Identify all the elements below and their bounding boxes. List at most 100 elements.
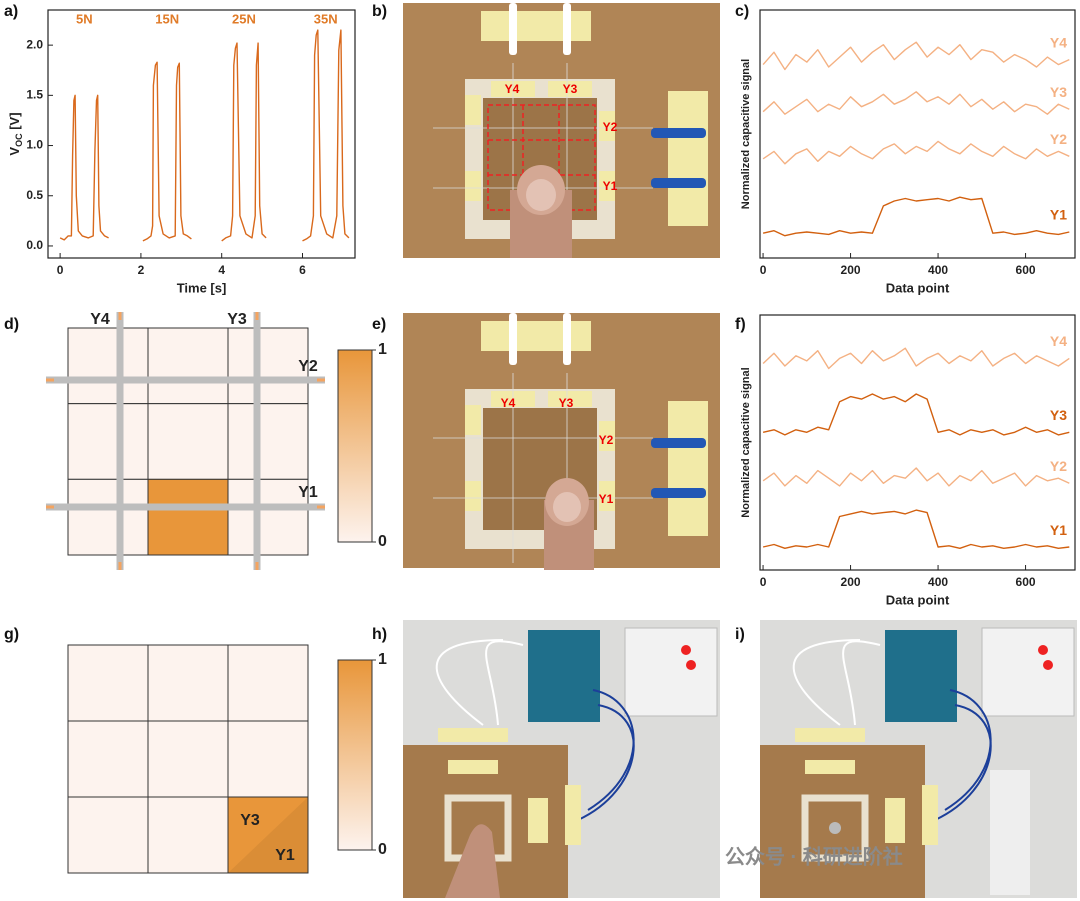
y-axis-title: Normalized capacitive signal — [740, 59, 752, 209]
heatmap-cell — [67, 327, 149, 405]
photo-label: Y2 — [603, 120, 618, 134]
cell-split — [228, 797, 308, 873]
data-line — [762, 196, 1070, 237]
electrode-label: Y4 — [90, 311, 110, 328]
y-tick-label: 1.5 — [26, 88, 43, 102]
legend-label: Y4 — [1050, 34, 1067, 50]
legend-label: Y4 — [1050, 333, 1067, 349]
data-line — [762, 509, 1070, 549]
panel-label: f) — [735, 316, 746, 333]
heatmap-cell — [227, 644, 309, 722]
heatmap-cell — [147, 478, 229, 556]
legend-label: Y1 — [1050, 207, 1067, 223]
panel-label: d) — [4, 316, 19, 333]
photo-label: Y3 — [563, 82, 578, 96]
panel-label: e) — [372, 316, 386, 333]
heatmap-cell — [227, 403, 309, 480]
electrodes — [46, 312, 325, 570]
legend-label: Y2 — [1050, 458, 1067, 474]
x-axis-title: Data point — [886, 592, 950, 607]
annotation: 35N — [314, 11, 338, 26]
photo-b: Y4 Y3 Y2 Y1 — [402, 2, 721, 259]
panel-label: c) — [735, 3, 749, 20]
y-axis-title: Normalized capacitive signal — [740, 367, 752, 517]
panel-label: a) — [4, 3, 18, 20]
annotation: 15N — [155, 11, 179, 26]
plot-frame — [47, 9, 356, 259]
colorbar — [337, 659, 373, 851]
data-line — [762, 347, 1070, 370]
electrode-label: Y2 — [298, 358, 318, 375]
legend-label: Y2 — [1050, 131, 1067, 147]
x-tick-label: 600 — [1016, 263, 1036, 277]
photo-label: Y2 — [599, 433, 614, 447]
x-tick-label: 0 — [760, 575, 767, 589]
y-axis-title-main: V — [7, 147, 22, 156]
heatmap-cell — [67, 478, 149, 556]
electrode-label: Y1 — [298, 484, 318, 501]
legend-label: Y3 — [1050, 407, 1067, 423]
x-axis-title: Time [s] — [177, 280, 227, 295]
heatmap-cell — [67, 720, 149, 798]
data-line — [762, 393, 1070, 436]
cell-label: Y3 — [240, 812, 260, 829]
plot-frame — [759, 314, 1076, 571]
colorbar — [337, 349, 373, 543]
plot-frame — [759, 9, 1076, 259]
x-tick-label: 200 — [841, 263, 861, 277]
x-tick-label: 600 — [1016, 575, 1036, 589]
photo-h — [403, 620, 720, 898]
x-axis-title: Data point — [886, 280, 950, 295]
legend-label: Y1 — [1050, 522, 1067, 538]
annotation: 5N — [76, 11, 93, 26]
heatmap-cell — [147, 644, 229, 722]
x-tick-label: 2 — [138, 263, 145, 277]
heatmap-cell — [67, 796, 149, 874]
heatmap-cell — [67, 644, 149, 722]
x-tick-label: 0 — [57, 263, 64, 277]
x-tick-label: 6 — [299, 263, 306, 277]
heatmap-cell — [227, 720, 309, 798]
x-tick-label: 0 — [760, 263, 767, 277]
y-tick-label: 0.5 — [26, 188, 43, 202]
data-line — [762, 140, 1070, 165]
legend-label: Y3 — [1050, 84, 1067, 100]
annotation: 25N — [232, 11, 256, 26]
heatmap-cell — [147, 796, 229, 874]
y-tick-label: 1.0 — [26, 138, 43, 152]
watermark: 公众号 · 科研进阶社 — [725, 844, 903, 868]
photo-i — [760, 620, 1077, 898]
heatmap-cell — [227, 478, 309, 556]
panel-label: g) — [4, 626, 19, 643]
data-line — [762, 91, 1070, 115]
colorbar-tick-label: 0 — [378, 533, 387, 550]
cell-label: Y1 — [275, 847, 295, 864]
photo-label: Y3 — [559, 396, 574, 410]
data-line — [762, 41, 1070, 71]
panel-label: b) — [372, 3, 387, 20]
colorbar-tick-label: 1 — [378, 651, 387, 668]
colorbar-tick-label: 1 — [378, 341, 387, 358]
y-axis-title-main: Normalized capacitive signal — [740, 367, 752, 517]
heatmap-cell — [227, 327, 309, 405]
x-tick-label: 200 — [841, 575, 861, 589]
photo-label: Y4 — [505, 82, 520, 96]
panel-label: i) — [735, 626, 745, 643]
heatmap-cell — [147, 720, 229, 798]
y-tick-label: 2.0 — [26, 37, 43, 51]
heatmap-cell — [67, 403, 149, 480]
x-tick-label: 4 — [218, 263, 225, 277]
photo-label: Y1 — [603, 179, 618, 193]
heatmap-cell — [147, 403, 229, 480]
y-tick-label: 0.0 — [26, 238, 43, 252]
x-tick-label: 400 — [928, 263, 948, 277]
panel-label: h) — [372, 626, 387, 643]
y-axis-title: VOC [V] — [7, 112, 24, 155]
heatmap-cell — [147, 327, 229, 405]
photo-label: Y1 — [599, 492, 614, 506]
data-line — [762, 467, 1070, 487]
photo-e: Y4 Y3 Y2 Y1 — [402, 312, 721, 570]
electrode-label: Y3 — [227, 311, 247, 328]
y-axis-title-main: Normalized capacitive signal — [740, 59, 752, 209]
